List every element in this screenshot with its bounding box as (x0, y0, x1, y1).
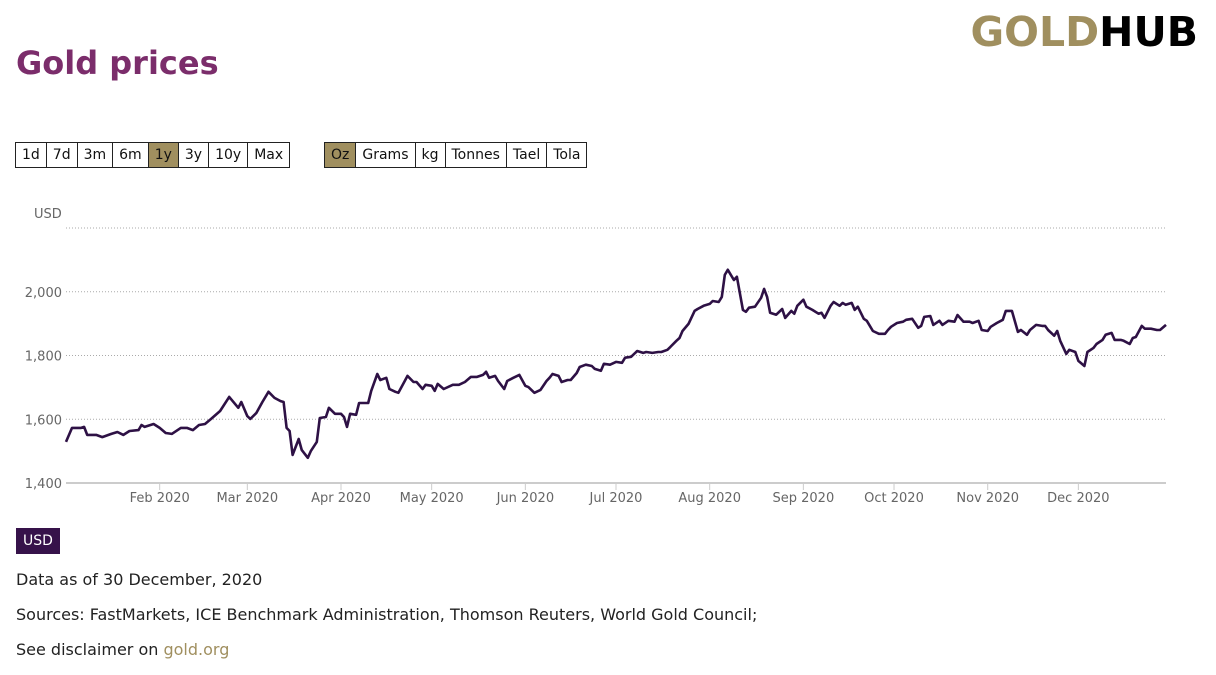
logo-hub: HUB (1099, 8, 1198, 56)
gold-price-chart: USD 1,400 1,600 1,800 2,000 Feb 2020 Mar 2020 A… (25, 207, 1167, 506)
disclaimer-prefix: See disclaimer on (16, 640, 164, 659)
range-max-button[interactable]: Max (247, 142, 291, 168)
goldhub-logo[interactable]: GOLDHUB (970, 8, 1198, 56)
x-tick-label: May 2020 (400, 491, 464, 506)
currency-badge[interactable]: USD (16, 528, 60, 554)
x-tick-label: Mar 2020 (216, 491, 278, 506)
unit-grams-button[interactable]: Grams (355, 142, 416, 168)
page-title: Gold prices (16, 44, 219, 82)
range-3y-button[interactable]: 3y (177, 142, 210, 168)
unit-tonnes-button[interactable]: Tonnes (444, 142, 507, 168)
sources-text: Sources: FastMarkets, ICE Benchmark Admi… (16, 605, 758, 624)
x-tick-label: Jul 2020 (589, 491, 643, 506)
data-as-of: Data as of 30 December, 2020 (16, 570, 263, 589)
x-tick-label: Jun 2020 (496, 491, 555, 506)
x-tick-label: Apr 2020 (311, 491, 371, 506)
y-tick-label: 1,800 (25, 350, 62, 365)
x-tick-label: Aug 2020 (678, 491, 741, 506)
unit-selector: Oz Grams kg Tonnes Tael Tola (324, 142, 588, 168)
x-tick-label: Oct 2020 (864, 491, 924, 506)
logo-gold: GOLD (970, 8, 1100, 56)
range-7d-button[interactable]: 7d (45, 142, 78, 168)
y-axis-label: USD (34, 207, 62, 222)
gold-org-link[interactable]: gold.org (163, 640, 230, 659)
unit-tael-button[interactable]: Tael (505, 142, 548, 168)
x-tick-label: Sep 2020 (773, 491, 835, 506)
unit-tola-button[interactable]: Tola (546, 142, 588, 168)
time-range-selector: 1d 7d 3m 6m 1y 3y 10y Max (15, 142, 291, 168)
price-line-usd (64, 268, 1167, 460)
y-tick-label: 1,400 (25, 477, 62, 492)
unit-oz-button[interactable]: Oz (324, 142, 357, 168)
y-tick-label: 2,000 (25, 286, 62, 301)
x-tick-label: Feb 2020 (130, 491, 190, 506)
disclaimer-text: See disclaimer on gold.org (16, 640, 229, 659)
y-tick-label: 1,600 (25, 413, 62, 428)
range-10y-button[interactable]: 10y (208, 142, 249, 168)
x-tick-label: Nov 2020 (956, 491, 1019, 506)
x-tick-label: Dec 2020 (1047, 491, 1109, 506)
